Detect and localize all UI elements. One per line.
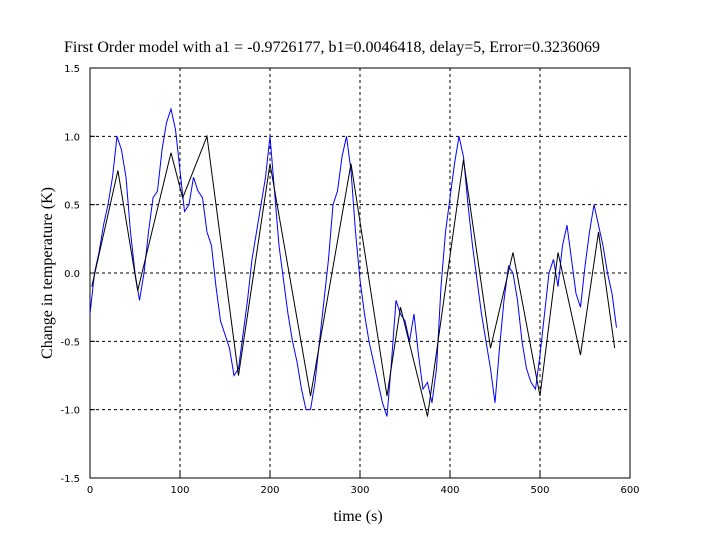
x-tick-label: 300 bbox=[350, 485, 369, 496]
y-axis-label: Change in temperature (K) bbox=[39, 187, 56, 359]
y-tick-label: 0.0 bbox=[64, 269, 80, 280]
chart-title: First Order model with a1 = -0.9726177, … bbox=[64, 39, 600, 56]
x-axis-label: time (s) bbox=[333, 508, 382, 525]
y-tick-label: 1.5 bbox=[64, 64, 80, 75]
x-tick-label: 0 bbox=[87, 485, 93, 496]
x-tick-label: 100 bbox=[170, 485, 189, 496]
x-tick-label: 500 bbox=[530, 485, 549, 496]
y-tick-label: -1.0 bbox=[60, 406, 80, 417]
series-line bbox=[89, 107, 617, 417]
x-tick-label: 600 bbox=[620, 485, 639, 496]
x-tick-label: 200 bbox=[260, 485, 279, 496]
y-tick-label: -1.5 bbox=[60, 474, 80, 485]
y-tick-label: 1.0 bbox=[64, 132, 80, 143]
y-tick-label: 0.5 bbox=[64, 201, 80, 212]
x-tick-label: 400 bbox=[440, 485, 459, 496]
series-line bbox=[91, 134, 616, 417]
plot-frame bbox=[89, 67, 631, 479]
y-tick-label: -0.5 bbox=[60, 337, 80, 348]
